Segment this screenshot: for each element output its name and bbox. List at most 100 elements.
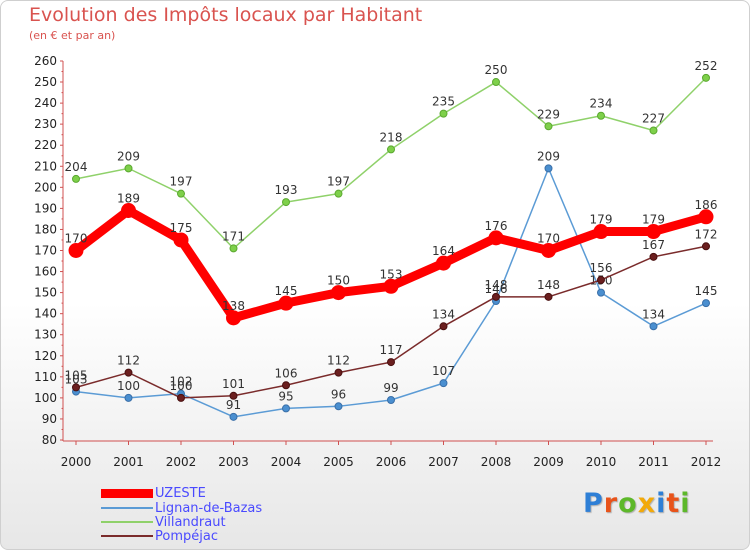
legend-label-pompejac: Pompéjac xyxy=(155,528,218,544)
x-tick-label: 2011 xyxy=(638,455,669,469)
data-point xyxy=(226,310,241,326)
data-label: 229 xyxy=(537,107,560,121)
data-label: 209 xyxy=(537,149,560,163)
data-label: 91 xyxy=(226,398,241,412)
data-label: 179 xyxy=(642,213,665,227)
data-label: 153 xyxy=(380,267,403,281)
data-label: 134 xyxy=(432,307,455,321)
data-label: 112 xyxy=(117,354,140,368)
y-tick-label: 100 xyxy=(34,391,57,405)
data-point xyxy=(282,381,290,390)
data-label: 189 xyxy=(117,191,140,205)
data-label: 145 xyxy=(275,284,298,298)
y-tick-label: 260 xyxy=(34,54,57,68)
data-label: 193 xyxy=(275,183,298,197)
data-label: 101 xyxy=(222,377,245,391)
legend-label-villandraut: Villandraut xyxy=(155,514,226,530)
data-label: 99 xyxy=(383,381,398,395)
data-label: 175 xyxy=(170,221,193,235)
data-point xyxy=(124,164,133,173)
data-label: 102 xyxy=(170,375,193,389)
y-tick-label: 190 xyxy=(34,201,57,215)
data-point xyxy=(702,242,710,251)
data-label: 172 xyxy=(695,227,718,241)
y-tick-label: 200 xyxy=(34,180,57,194)
data-point xyxy=(387,395,395,404)
data-point xyxy=(334,189,343,198)
y-tick-label: 230 xyxy=(34,117,57,131)
y-tick-label: 90 xyxy=(42,412,57,426)
data-point xyxy=(702,73,710,82)
data-label: 150 xyxy=(327,274,350,288)
y-tick-label: 80 xyxy=(42,433,57,447)
x-tick-label: 2008 xyxy=(481,455,512,469)
data-label: 148 xyxy=(537,278,560,292)
logo-letter: P xyxy=(583,488,604,519)
y-tick-label: 210 xyxy=(34,159,57,173)
y-tick-label: 170 xyxy=(34,244,57,258)
data-point xyxy=(492,292,500,301)
data-label: 100 xyxy=(117,379,140,393)
data-point xyxy=(649,252,658,261)
data-label: 148 xyxy=(485,278,508,292)
data-label: 179 xyxy=(590,213,613,227)
data-point xyxy=(124,368,133,377)
data-label: 170 xyxy=(65,232,88,246)
data-label: 107 xyxy=(432,364,455,378)
data-point xyxy=(68,243,84,258)
y-tick-label: 110 xyxy=(34,370,57,384)
data-point xyxy=(544,164,553,173)
data-point xyxy=(541,243,556,258)
data-label: 106 xyxy=(275,366,298,380)
legend-swatch-uzeste xyxy=(101,488,153,498)
data-point xyxy=(597,111,605,120)
data-point xyxy=(597,275,605,284)
data-label: 204 xyxy=(65,160,88,174)
data-label: 146 xyxy=(485,282,508,296)
legend-item-villandraut: Villandraut xyxy=(101,514,226,530)
logo-letter: i xyxy=(680,488,691,519)
data-point xyxy=(439,379,448,388)
x-tick-label: 2007 xyxy=(428,455,459,469)
legend-item-uzeste: UZESTE xyxy=(101,485,206,501)
data-label: 167 xyxy=(642,238,665,252)
x-tick-label: 2010 xyxy=(586,455,617,469)
data-point xyxy=(439,322,448,331)
chart-title: Evolution des Impôts locaux par Habitant xyxy=(29,4,423,26)
data-label: 197 xyxy=(170,175,193,189)
data-point xyxy=(544,122,553,131)
y-tick-label: 240 xyxy=(34,96,57,110)
data-point xyxy=(229,244,238,253)
y-tick-label: 250 xyxy=(34,75,57,89)
logo-letter: i xyxy=(656,488,667,519)
data-label: 197 xyxy=(327,175,350,189)
data-point xyxy=(173,232,189,248)
legend-swatch-pompejac xyxy=(101,535,153,537)
data-label: 170 xyxy=(537,232,560,246)
proxiti-logo: Proxiti xyxy=(583,488,691,519)
legend-label-uzeste: UZESTE xyxy=(155,485,206,501)
data-label: 164 xyxy=(432,244,455,258)
data-point xyxy=(229,391,238,400)
y-tick-label: 160 xyxy=(34,265,57,279)
data-label: 250 xyxy=(485,63,508,77)
data-label: 103 xyxy=(65,373,88,387)
y-tick-label: 180 xyxy=(34,222,57,236)
x-tick-label: 2001 xyxy=(113,455,144,469)
data-point xyxy=(436,255,451,271)
data-label: 100 xyxy=(170,379,193,393)
x-tick-label: 2012 xyxy=(691,455,722,469)
data-point xyxy=(383,278,399,294)
y-tick-label: 140 xyxy=(34,307,57,321)
data-point xyxy=(72,383,80,392)
data-point xyxy=(387,145,395,154)
data-point xyxy=(177,393,185,402)
y-tick-label: 130 xyxy=(34,328,57,342)
data-label: 134 xyxy=(642,307,665,321)
legend-swatch-lignan xyxy=(101,507,153,509)
data-point xyxy=(488,230,504,246)
data-label: 235 xyxy=(432,95,455,109)
data-point xyxy=(229,412,238,421)
